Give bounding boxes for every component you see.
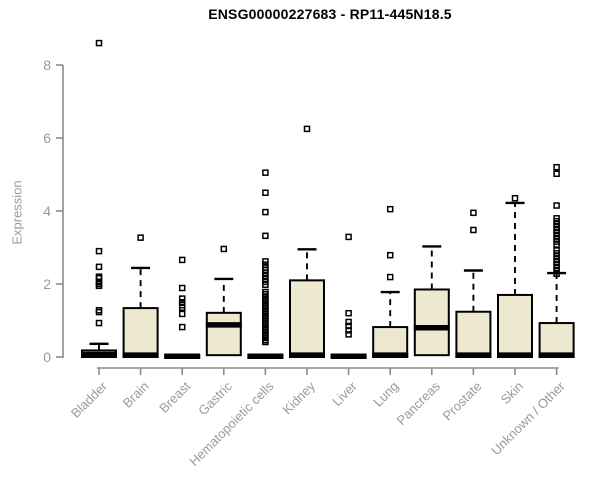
- outlier-point: [553, 270, 560, 278]
- x-tick-label: Kidney: [279, 378, 318, 417]
- outlier-point: [220, 245, 228, 253]
- x-tick-label: Brain: [120, 379, 152, 411]
- y-tick-label: 8: [43, 57, 51, 73]
- y-tick-label: 4: [43, 203, 51, 219]
- outlier-point: [178, 284, 186, 292]
- x-tick-label: Unknown / Other: [488, 378, 568, 458]
- outlier-point: [262, 208, 269, 216]
- outlier-point: [345, 309, 352, 317]
- x-tick-label: Gastric: [195, 378, 235, 418]
- outlier-point: [345, 331, 352, 338]
- outlier-point: [470, 226, 477, 234]
- outlier-point: [178, 304, 186, 311]
- outlier-point: [262, 338, 269, 346]
- y-tick-label: 6: [43, 130, 51, 146]
- x-tick-label: Skin: [498, 379, 526, 407]
- outlier-point: [553, 202, 560, 209]
- outlier-point: [95, 274, 103, 282]
- box-kidney: [289, 279, 325, 359]
- outlier-point: [178, 310, 186, 318]
- outlier-point: [95, 263, 103, 271]
- box-pancreas: [413, 288, 450, 357]
- outlier-point: [95, 39, 103, 47]
- outlier-point: [262, 189, 269, 196]
- box-unknown-other: [538, 322, 575, 358]
- outlier-point: [95, 282, 103, 290]
- outlier-point: [553, 170, 560, 178]
- outlier-point: [178, 256, 186, 264]
- outlier-point: [95, 308, 103, 316]
- outlier-point: [137, 234, 144, 241]
- chart-title: ENSG00000227683 - RP11-445N18.5: [208, 6, 452, 22]
- y-tick-label: 2: [43, 276, 51, 292]
- outlier-point: [178, 323, 186, 331]
- box-gastric: [205, 311, 242, 357]
- x-tick-label: Liver: [329, 378, 360, 409]
- box-prostate: [455, 310, 492, 358]
- outlier-point: [470, 209, 477, 217]
- outlier-point: [345, 318, 352, 326]
- outlier-point: [386, 205, 394, 213]
- x-tick-label: Pancreas: [393, 378, 443, 428]
- outlier-point: [95, 247, 103, 255]
- outlier-point: [178, 295, 186, 302]
- x-tick-label: Prostate: [440, 379, 485, 424]
- y-tick-label: 0: [43, 349, 51, 365]
- outlier-point: [386, 273, 394, 281]
- outlier-point: [262, 281, 269, 288]
- outlier-point: [345, 327, 352, 334]
- outlier-point: [303, 125, 311, 133]
- outlier-point: [511, 194, 519, 202]
- outlier-point: [262, 232, 269, 240]
- outlier-point: [345, 233, 352, 241]
- outlier-point: [553, 163, 560, 171]
- outlier-point: [553, 241, 560, 248]
- x-tick-label: Lung: [370, 379, 401, 410]
- box-brain: [122, 307, 159, 358]
- outlier-point: [262, 169, 269, 176]
- box-skin: [497, 293, 533, 359]
- outlier-point: [386, 251, 394, 259]
- outlier-point: [262, 258, 269, 265]
- x-tick-label: Breast: [156, 378, 193, 415]
- x-tick-label: Bladder: [68, 378, 111, 421]
- outlier-point: [95, 319, 103, 327]
